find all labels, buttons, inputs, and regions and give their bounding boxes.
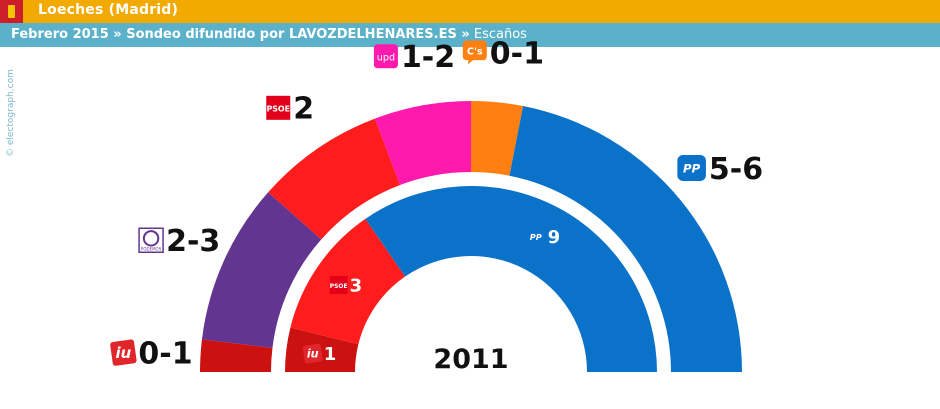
upyd-logo-text: upd <box>377 53 395 64</box>
podemos-logo-circle <box>142 230 160 247</box>
seat-label-2011-iu: 1 <box>324 344 337 365</box>
result-2011-iu-logo-icon: iu <box>302 343 323 364</box>
result-2011-psoe-logo-icon: PSOE <box>329 276 348 295</box>
seat-arc-2015-podemos <box>201 192 322 348</box>
pp-logo-text: PP <box>683 162 701 176</box>
seat-label-2015-pp: 5-6 <box>709 152 763 187</box>
seat-label-2015-upyd: 1-2 <box>401 40 455 75</box>
result-2011-pp-logo-icon: PP <box>525 227 546 246</box>
poll-2015-podemos-logo-icon: PODEMOS <box>138 227 164 254</box>
place-title: Loeches (Madrid) <box>38 2 179 18</box>
subtitle-bar: Febrero 2015 » Sondeo difundido por LAVO… <box>0 23 940 47</box>
pp-logo-box <box>677 154 706 181</box>
upyd-logo-box <box>373 44 398 69</box>
cs-logo-text: C's <box>467 46 483 57</box>
seat-label-2015-podemos: 2-3 <box>166 224 220 259</box>
iu-logo-text: iu <box>307 348 319 361</box>
pp-logo-text: PP <box>530 232 542 242</box>
poll-2015-psoe-logo-icon: PSOE <box>266 95 291 120</box>
iu-logo-text: iu <box>116 344 132 362</box>
subtitle: Febrero 2015 » Sondeo difundido por LAVO… <box>11 27 527 42</box>
subtitle-bold: Febrero 2015 » Sondeo difundido por LAVO… <box>11 27 470 42</box>
seat-arc-2015-iu <box>200 339 273 372</box>
poll-2015-iu-logo-icon: iu <box>110 339 137 366</box>
podemos-logo-text: PODEMOS <box>141 246 162 251</box>
psoe-logo-text: PSOE <box>330 283 348 290</box>
iu-logo-box <box>302 343 323 364</box>
pp-logo-box <box>525 227 546 246</box>
header-bar: Loeches (Madrid) <box>0 0 940 23</box>
poll-2015-pp-logo-icon: PP <box>677 154 706 181</box>
result-2011-ring: iu 1 PSOE 3 PP 9 <box>285 186 657 372</box>
cs-logo-tail <box>467 59 474 65</box>
psoe-logo-text: PSOE <box>266 105 290 114</box>
region-flag-icon <box>0 0 23 23</box>
poll-2015-upyd-logo-icon: upd <box>373 44 398 69</box>
psoe-logo-box <box>329 276 348 295</box>
seat-arc-2011-pp <box>365 186 657 372</box>
seat-label-2011-psoe: 3 <box>350 276 363 297</box>
seat-label-2015-c-s: 0-1 <box>490 36 544 71</box>
seat-arc-2011-psoe <box>290 218 406 345</box>
seat-arc-2015-psoe <box>268 118 401 240</box>
seat-arc-2015-upyd <box>374 101 471 185</box>
seat-label-2015-iu: 0-1 <box>138 336 192 371</box>
psoe-logo-box <box>266 95 291 120</box>
iu-logo-box <box>110 339 137 366</box>
year-label-2011: 2011 <box>433 344 508 375</box>
seat-label-2015-psoe: 2 <box>293 92 314 127</box>
podemos-logo-frame <box>138 227 164 254</box>
cs-logo-box <box>462 40 487 61</box>
seat-arc-2015-pp <box>509 106 742 372</box>
poll-2015-c-s-logo-icon: C's <box>462 40 487 65</box>
seat-arc-2015-c-s <box>471 101 524 176</box>
seat-arc-2011-iu <box>285 327 359 372</box>
seat-label-2011-pp: 9 <box>548 227 561 248</box>
subtitle-rest: Escaños <box>469 27 527 42</box>
